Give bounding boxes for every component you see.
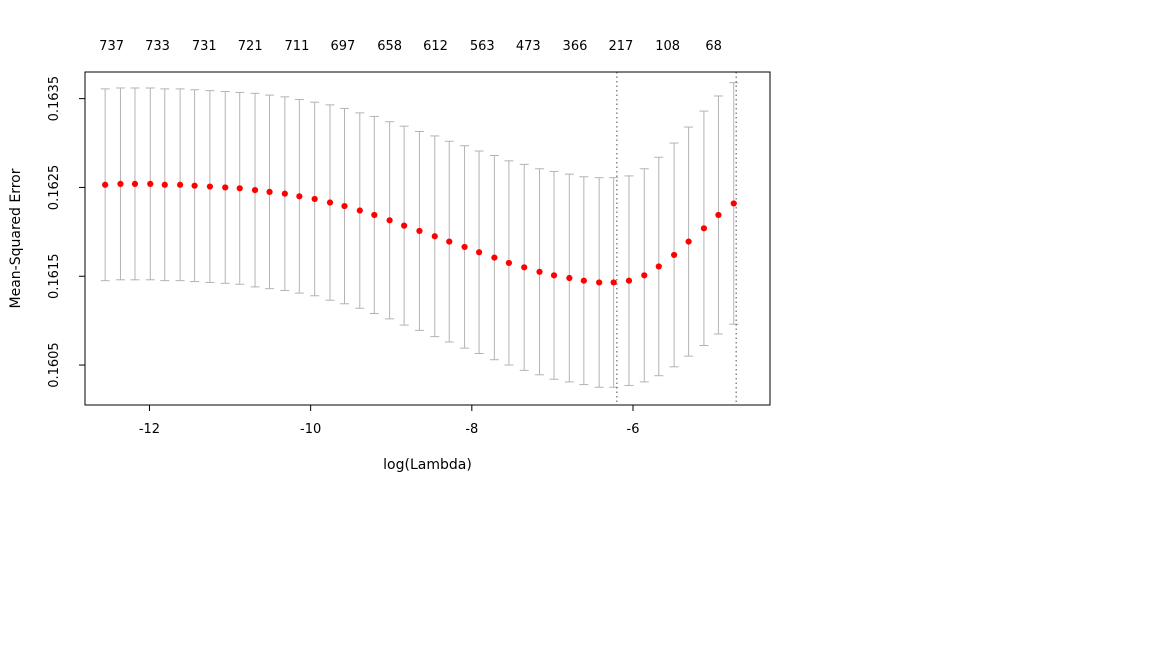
- mse-point: [580, 277, 587, 284]
- top-axis-nonzero-count: 108: [655, 39, 680, 54]
- mse-point: [431, 233, 438, 240]
- mse-point: [610, 279, 617, 286]
- mse-point: [550, 272, 558, 279]
- mse-point: [715, 211, 722, 219]
- mse-point: [341, 202, 348, 210]
- mse-point: [416, 227, 423, 235]
- mse-point: [401, 222, 408, 229]
- mse-point: [671, 251, 678, 259]
- mse-point: [505, 259, 512, 267]
- mse-point: [236, 185, 243, 192]
- mse-point: [700, 225, 708, 232]
- top-axis-nonzero-count: 731: [192, 39, 217, 54]
- top-axis-nonzero-count: 658: [377, 39, 402, 54]
- y-tick-label: 0.1625: [47, 165, 62, 211]
- y-axis-label: Mean-Squared Error: [8, 168, 24, 308]
- mse-point: [625, 277, 633, 284]
- mse-point: [730, 200, 737, 207]
- top-axis-nonzero-count: 733: [145, 39, 170, 54]
- mse-point: [655, 263, 662, 270]
- mse-point: [356, 207, 363, 214]
- mse-point: [281, 190, 288, 197]
- mse-point: [206, 183, 214, 190]
- top-axis-nonzero-count: 473: [516, 39, 541, 54]
- top-axis-nonzero-count: 563: [470, 39, 495, 54]
- top-axis-nonzero-count: 697: [330, 39, 355, 54]
- mse-point: [147, 180, 154, 187]
- top-axis-nonzero-count: 612: [423, 39, 448, 54]
- mse-point: [176, 181, 184, 188]
- top-axis-nonzero-count: 711: [285, 39, 310, 54]
- mse-point: [536, 268, 543, 275]
- mse-point: [222, 184, 229, 191]
- mse-point: [596, 279, 603, 286]
- plot-box: [84, 71, 771, 406]
- mse-point: [566, 274, 573, 282]
- top-axis-nonzero-count: 217: [608, 39, 633, 54]
- y-tick-label: 0.1615: [47, 253, 62, 299]
- mse-point: [102, 181, 109, 188]
- mse-point: [446, 238, 453, 245]
- mse-point: [311, 195, 318, 203]
- x-tick-label: -8: [465, 422, 478, 437]
- mse-point: [461, 243, 468, 251]
- mse-point: [131, 180, 139, 187]
- top-axis-nonzero-count: 366: [563, 39, 588, 54]
- mse-point: [371, 211, 378, 219]
- mse-point: [266, 188, 273, 195]
- mse-point: [475, 249, 483, 256]
- mse-point: [491, 254, 498, 261]
- top-axis-nonzero-count: 68: [705, 39, 722, 54]
- x-tick-label: -10: [300, 422, 321, 437]
- mse-point: [685, 238, 692, 245]
- mse-point: [161, 181, 168, 188]
- mse-point: [117, 180, 124, 187]
- top-axis-nonzero-count: 737: [99, 39, 124, 54]
- x-tick-label: -6: [627, 422, 640, 437]
- mse-point: [521, 264, 528, 271]
- mse-point: [251, 187, 259, 194]
- mse-point: [191, 182, 198, 189]
- mse-point: [326, 199, 334, 206]
- mse-point: [641, 272, 648, 279]
- top-axis-nonzero-count: 721: [238, 39, 263, 54]
- x-axis-label: log(Lambda): [383, 457, 472, 473]
- x-tick-label: -12: [139, 422, 160, 437]
- y-tick-label: 0.1605: [47, 342, 62, 388]
- mse-point: [386, 217, 393, 224]
- mse-point: [296, 193, 303, 200]
- y-tick-label: 0.1635: [47, 76, 62, 122]
